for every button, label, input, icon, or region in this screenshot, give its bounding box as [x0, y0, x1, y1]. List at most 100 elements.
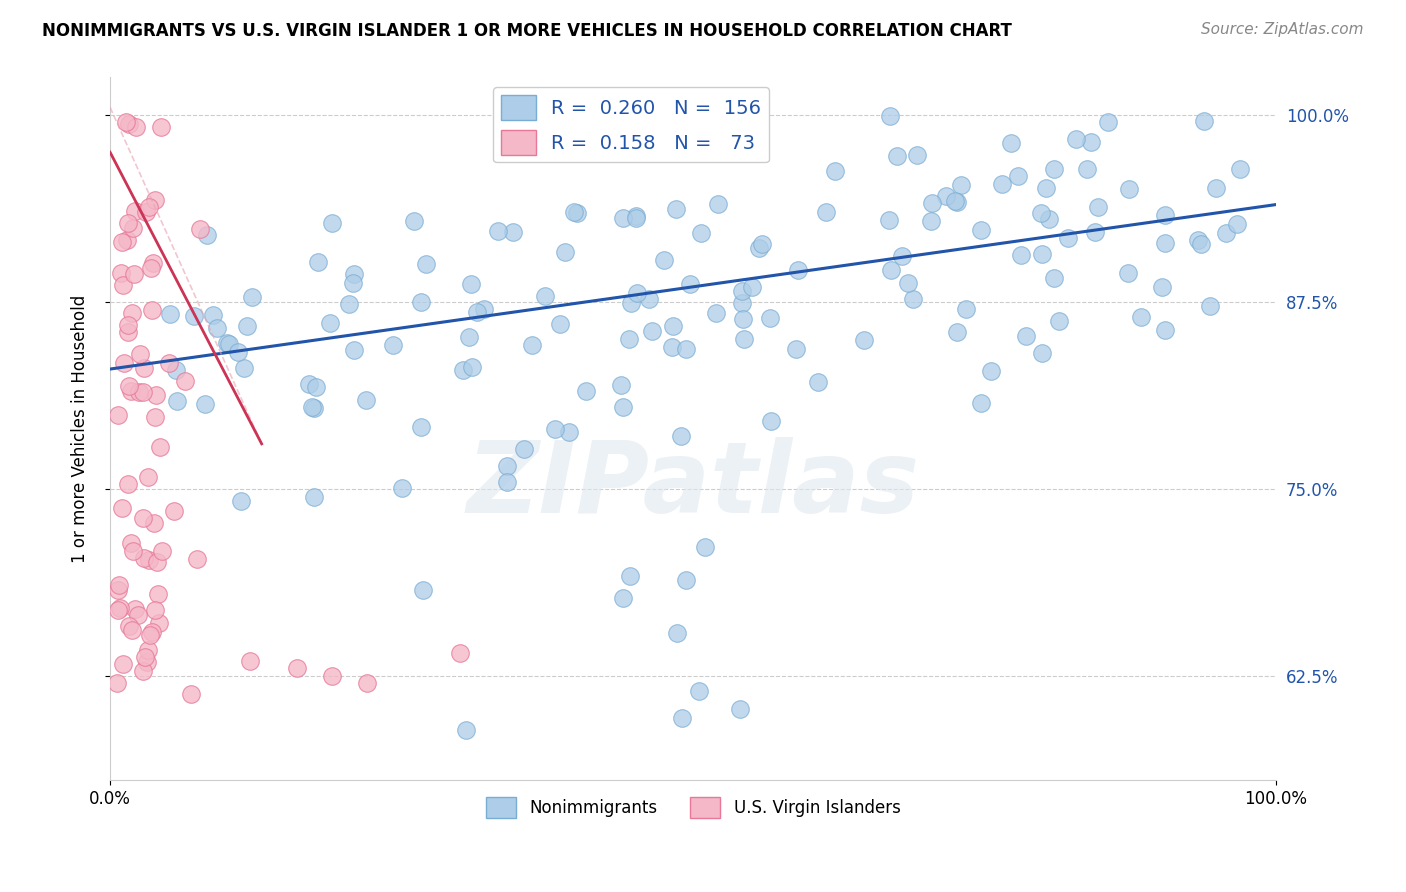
- Point: [150, 120, 173, 134]
- Point: [1154, 323, 1177, 337]
- Point: [229, 494, 252, 508]
- Point: [304, 401, 326, 415]
- Point: [127, 608, 149, 623]
- Point: [117, 476, 139, 491]
- Point: [1038, 212, 1060, 227]
- Point: [135, 204, 157, 219]
- Point: [121, 623, 143, 637]
- Point: [218, 337, 240, 351]
- Point: [402, 214, 425, 228]
- Point: [454, 723, 477, 738]
- Point: [1035, 181, 1057, 195]
- Point: [1150, 280, 1173, 294]
- Point: [117, 325, 139, 339]
- Point: [174, 374, 197, 388]
- Point: [1084, 225, 1107, 239]
- Point: [759, 414, 782, 428]
- Legend: Nonimmigrants, U.S. Virgin Islanders: Nonimmigrants, U.S. Virgin Islanders: [479, 790, 907, 825]
- Point: [558, 425, 581, 440]
- Point: [1229, 162, 1251, 177]
- Point: [115, 114, 138, 128]
- Point: [460, 359, 482, 374]
- Point: [1043, 161, 1066, 176]
- Point: [134, 649, 156, 664]
- Point: [150, 543, 173, 558]
- Point: [675, 343, 697, 357]
- Point: [1097, 115, 1119, 129]
- Point: [107, 676, 129, 690]
- Point: [901, 292, 924, 306]
- Point: [117, 216, 139, 230]
- Point: [302, 490, 325, 504]
- Point: [233, 361, 256, 376]
- Point: [143, 409, 166, 424]
- Point: [624, 210, 647, 224]
- Point: [495, 475, 517, 489]
- Point: [146, 587, 169, 601]
- Point: [612, 211, 634, 225]
- Point: [415, 257, 437, 271]
- Point: [141, 303, 163, 318]
- Point: [1000, 136, 1022, 150]
- Point: [381, 338, 404, 352]
- Point: [129, 347, 152, 361]
- Point: [194, 397, 217, 411]
- Point: [513, 442, 536, 456]
- Point: [143, 603, 166, 617]
- Point: [548, 318, 571, 332]
- Point: [301, 400, 323, 414]
- Point: [733, 312, 755, 326]
- Point: [575, 384, 598, 398]
- Point: [1031, 206, 1053, 220]
- Point: [1153, 235, 1175, 250]
- Point: [970, 223, 993, 237]
- Point: [638, 293, 661, 307]
- Point: [409, 294, 432, 309]
- Point: [132, 384, 155, 399]
- Point: [139, 627, 162, 641]
- Point: [111, 278, 134, 293]
- Point: [704, 306, 727, 320]
- Point: [1031, 246, 1053, 260]
- Point: [111, 235, 134, 249]
- Point: [149, 440, 172, 454]
- Point: [654, 131, 676, 145]
- Point: [159, 308, 181, 322]
- Point: [1116, 266, 1139, 280]
- Text: Source: ZipAtlas.com: Source: ZipAtlas.com: [1201, 22, 1364, 37]
- Point: [562, 205, 585, 219]
- Point: [465, 305, 488, 319]
- Point: [946, 194, 969, 209]
- Point: [1015, 329, 1038, 343]
- Point: [412, 583, 434, 598]
- Point: [880, 262, 903, 277]
- Point: [1057, 231, 1080, 245]
- Point: [112, 657, 135, 671]
- Point: [665, 202, 688, 217]
- Point: [122, 267, 145, 281]
- Text: ZIPatlas: ZIPatlas: [467, 436, 920, 533]
- Point: [460, 277, 482, 292]
- Point: [337, 297, 360, 311]
- Point: [107, 408, 129, 422]
- Text: NONIMMIGRANTS VS U.S. VIRGIN ISLANDER 1 OR MORE VEHICLES IN HOUSEHOLD CORRELATIO: NONIMMIGRANTS VS U.S. VIRGIN ISLANDER 1 …: [42, 22, 1012, 40]
- Point: [142, 516, 165, 531]
- Point: [138, 200, 160, 214]
- Point: [305, 380, 328, 394]
- Point: [620, 296, 643, 310]
- Point: [195, 228, 218, 243]
- Point: [110, 600, 132, 615]
- Point: [905, 148, 928, 162]
- Point: [731, 296, 754, 310]
- Point: [117, 318, 139, 333]
- Point: [107, 603, 129, 617]
- Point: [921, 196, 943, 211]
- Point: [124, 602, 146, 616]
- Point: [1129, 310, 1152, 325]
- Point: [117, 379, 139, 393]
- Point: [132, 511, 155, 525]
- Point: [143, 193, 166, 207]
- Point: [186, 551, 208, 566]
- Point: [136, 469, 159, 483]
- Point: [502, 225, 524, 239]
